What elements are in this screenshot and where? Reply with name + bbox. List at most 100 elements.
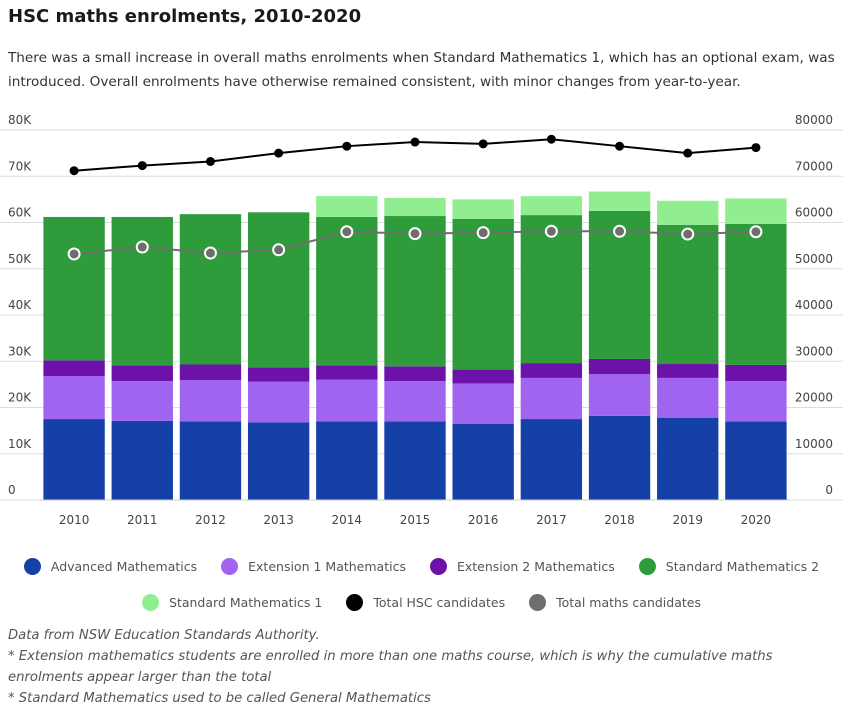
footnotes: Data from NSW Education Standards Author… <box>8 625 836 709</box>
footnote-extension: * Extension mathematics students are enr… <box>8 649 773 685</box>
bar-segment <box>452 199 514 219</box>
line-point <box>137 161 147 171</box>
legend: Advanced Mathematics Extension 1 Mathemat… <box>0 548 843 620</box>
y-right-tick-label: 10000 <box>795 437 833 451</box>
legend-row: Standard Mathematics 1 Total HSC candidat… <box>0 584 843 620</box>
bar-segment <box>43 419 105 500</box>
bar-segment <box>452 383 514 424</box>
y-right-tick-label: 40000 <box>795 298 833 312</box>
bar-segment <box>179 364 242 381</box>
bar-segment <box>43 376 105 420</box>
x-tick-label: 2019 <box>672 513 703 527</box>
legend-swatch <box>142 593 160 611</box>
bar-segment <box>520 196 583 216</box>
bar-segment <box>316 196 378 217</box>
bar-segment <box>179 421 242 500</box>
line-point <box>476 226 490 240</box>
bar-segment <box>725 364 787 382</box>
x-tick-label: 2020 <box>741 513 772 527</box>
y-left-tick-label: 80K <box>8 113 32 127</box>
bar-segment <box>384 216 446 367</box>
y-left-tick-label: 60K <box>8 206 32 220</box>
bar-segment <box>657 417 719 500</box>
line-point <box>615 141 625 151</box>
bar-segment <box>725 198 787 224</box>
legend-item[interactable]: Extension 2 Mathematics <box>429 557 615 575</box>
legend-item[interactable]: Advanced Mathematics <box>23 557 197 575</box>
bar-segment <box>725 421 787 500</box>
y-left-tick-label: 40K <box>8 298 32 312</box>
line-point <box>478 139 488 149</box>
series-lines <box>67 134 763 261</box>
bar-segment <box>247 212 310 368</box>
legend-swatch <box>221 557 239 575</box>
line-point <box>749 225 763 239</box>
line-point <box>683 148 693 158</box>
x-tick-label: 2012 <box>195 513 226 527</box>
bar-segment <box>452 369 514 384</box>
y-left-tick-label: 70K <box>8 159 32 173</box>
bar-segment <box>588 415 651 500</box>
bar-segment <box>384 366 446 382</box>
legend-item[interactable]: Total HSC candidates <box>346 593 506 611</box>
axes: 0 0 10K 10000 20K 20000 30K 30000 40K 40000 50K 500… <box>8 113 833 527</box>
bar-segment <box>111 216 173 366</box>
bar-segment <box>452 218 514 370</box>
y-right-tick-label: 50000 <box>795 252 833 266</box>
y-left-tick-label: 50K <box>8 252 32 266</box>
legend-item[interactable]: Standard Mathematics 2 <box>638 557 820 575</box>
legend-swatch <box>429 557 447 575</box>
y-right-tick-label: 70000 <box>795 159 833 173</box>
legend-label: Standard Mathematics 1 <box>169 594 323 610</box>
bar-segment <box>384 421 446 500</box>
legend-swatch <box>23 557 41 575</box>
line-point <box>274 148 284 158</box>
x-tick-label: 2010 <box>59 513 90 527</box>
legend-swatch <box>638 557 656 575</box>
line-point <box>751 143 761 153</box>
y-right-tick-label: 80000 <box>795 113 833 127</box>
bar-segment <box>111 381 173 421</box>
bar-segment <box>588 374 651 416</box>
legend-item[interactable]: Extension 1 Mathematics <box>221 557 406 575</box>
x-tick-label: 2014 <box>332 513 363 527</box>
bar-segment <box>316 421 378 500</box>
y-left-tick-label: 0 <box>8 483 16 497</box>
line-point <box>681 227 695 241</box>
legend-item[interactable]: Standard Mathematics 1 <box>142 593 323 611</box>
legend-swatch <box>346 593 364 611</box>
bar-segment <box>43 216 105 361</box>
legend-label: Standard Mathematics 2 <box>665 558 820 574</box>
bar-segment <box>247 381 310 423</box>
y-right-tick-label: 0 <box>825 483 833 497</box>
x-tick-label: 2016 <box>468 513 499 527</box>
legend-label: Extension 2 Mathematics <box>456 558 615 574</box>
bar-segment <box>179 214 242 365</box>
legend-swatch <box>529 593 547 611</box>
line-point <box>67 247 81 261</box>
bar-segment <box>588 358 651 375</box>
chart-subtitle: There was a small increase in overall ma… <box>8 50 835 90</box>
stacked-bar-chart: 0 0 10K 10000 20K 20000 30K 30000 40K 40000 50K 500… <box>0 113 843 527</box>
line-point <box>135 240 149 254</box>
x-tick-label: 2015 <box>400 513 431 527</box>
legend-label: Total maths candidates <box>556 594 701 610</box>
bar-segment <box>520 419 583 500</box>
bar-segment <box>657 377 719 418</box>
line-point <box>69 166 79 176</box>
legend-label: Total HSC candidates <box>373 594 506 610</box>
y-left-tick-label: 30K <box>8 344 32 358</box>
line-point <box>410 137 420 147</box>
line-point <box>546 134 556 144</box>
legend-item[interactable]: Total maths candidates <box>529 593 701 611</box>
line-point <box>544 224 558 238</box>
bar-segment <box>43 360 105 377</box>
bars <box>43 191 787 500</box>
bar-segment <box>179 380 242 422</box>
bar-segment <box>384 197 446 217</box>
bar-segment <box>316 379 378 422</box>
footnote-standard: * Standard Mathematics used to be called… <box>8 691 431 706</box>
bar-segment <box>452 423 514 500</box>
bar-segment <box>384 381 446 422</box>
x-tick-label: 2018 <box>604 513 635 527</box>
